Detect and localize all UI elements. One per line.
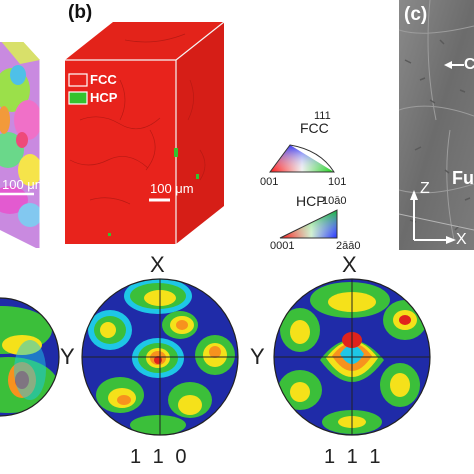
- ipf-fcc-header: FCC: [300, 120, 329, 136]
- panel-label-c: (c): [404, 4, 428, 25]
- ipf-fcc-left: 001: [260, 176, 279, 188]
- sem-arrow-label: C: [464, 56, 474, 73]
- pole-figure-1: [0, 298, 59, 416]
- pole-figure-2-x-label: X: [150, 252, 165, 277]
- ipf-fcc-top: 111: [314, 110, 331, 122]
- ipf-hcp-top: 10ā0: [322, 195, 347, 207]
- pole-figure-3-label: 1 1 1: [324, 446, 384, 468]
- pole-figure-2-y-label: Y: [250, 344, 265, 369]
- ipf-hcp-header: HCP: [296, 193, 326, 209]
- phase-cube-b: [0, 21, 225, 244]
- cube-b-scale-label: 100 μm: [150, 181, 194, 196]
- ipf-key-fcc: [269, 144, 335, 173]
- pole-figure-2-label: 1 1 0: [130, 446, 190, 468]
- sem-image: [398, 0, 474, 250]
- pole-figure-3-x-label: X: [342, 252, 357, 277]
- ebsd-cube-a: [0, 42, 40, 248]
- sem-region-label: Fu: [452, 168, 474, 188]
- cube-a-scale-label: 100 μm: [2, 177, 46, 192]
- pole-figure-1-y-label: Y: [60, 344, 75, 369]
- legend-fcc-label: FCC: [90, 72, 117, 87]
- panel-label-b: (b): [68, 2, 93, 23]
- ipf-key-hcp: [279, 209, 338, 239]
- ipf-hcp-left: 0001: [270, 240, 295, 252]
- legend-hcp-label: HCP: [90, 90, 118, 105]
- ipf-fcc-right: 101: [328, 176, 347, 188]
- sem-axis-z: Z: [420, 180, 430, 197]
- sem-axis-x: X: [456, 231, 467, 248]
- ipf-hcp-right: 2āā0: [336, 240, 361, 252]
